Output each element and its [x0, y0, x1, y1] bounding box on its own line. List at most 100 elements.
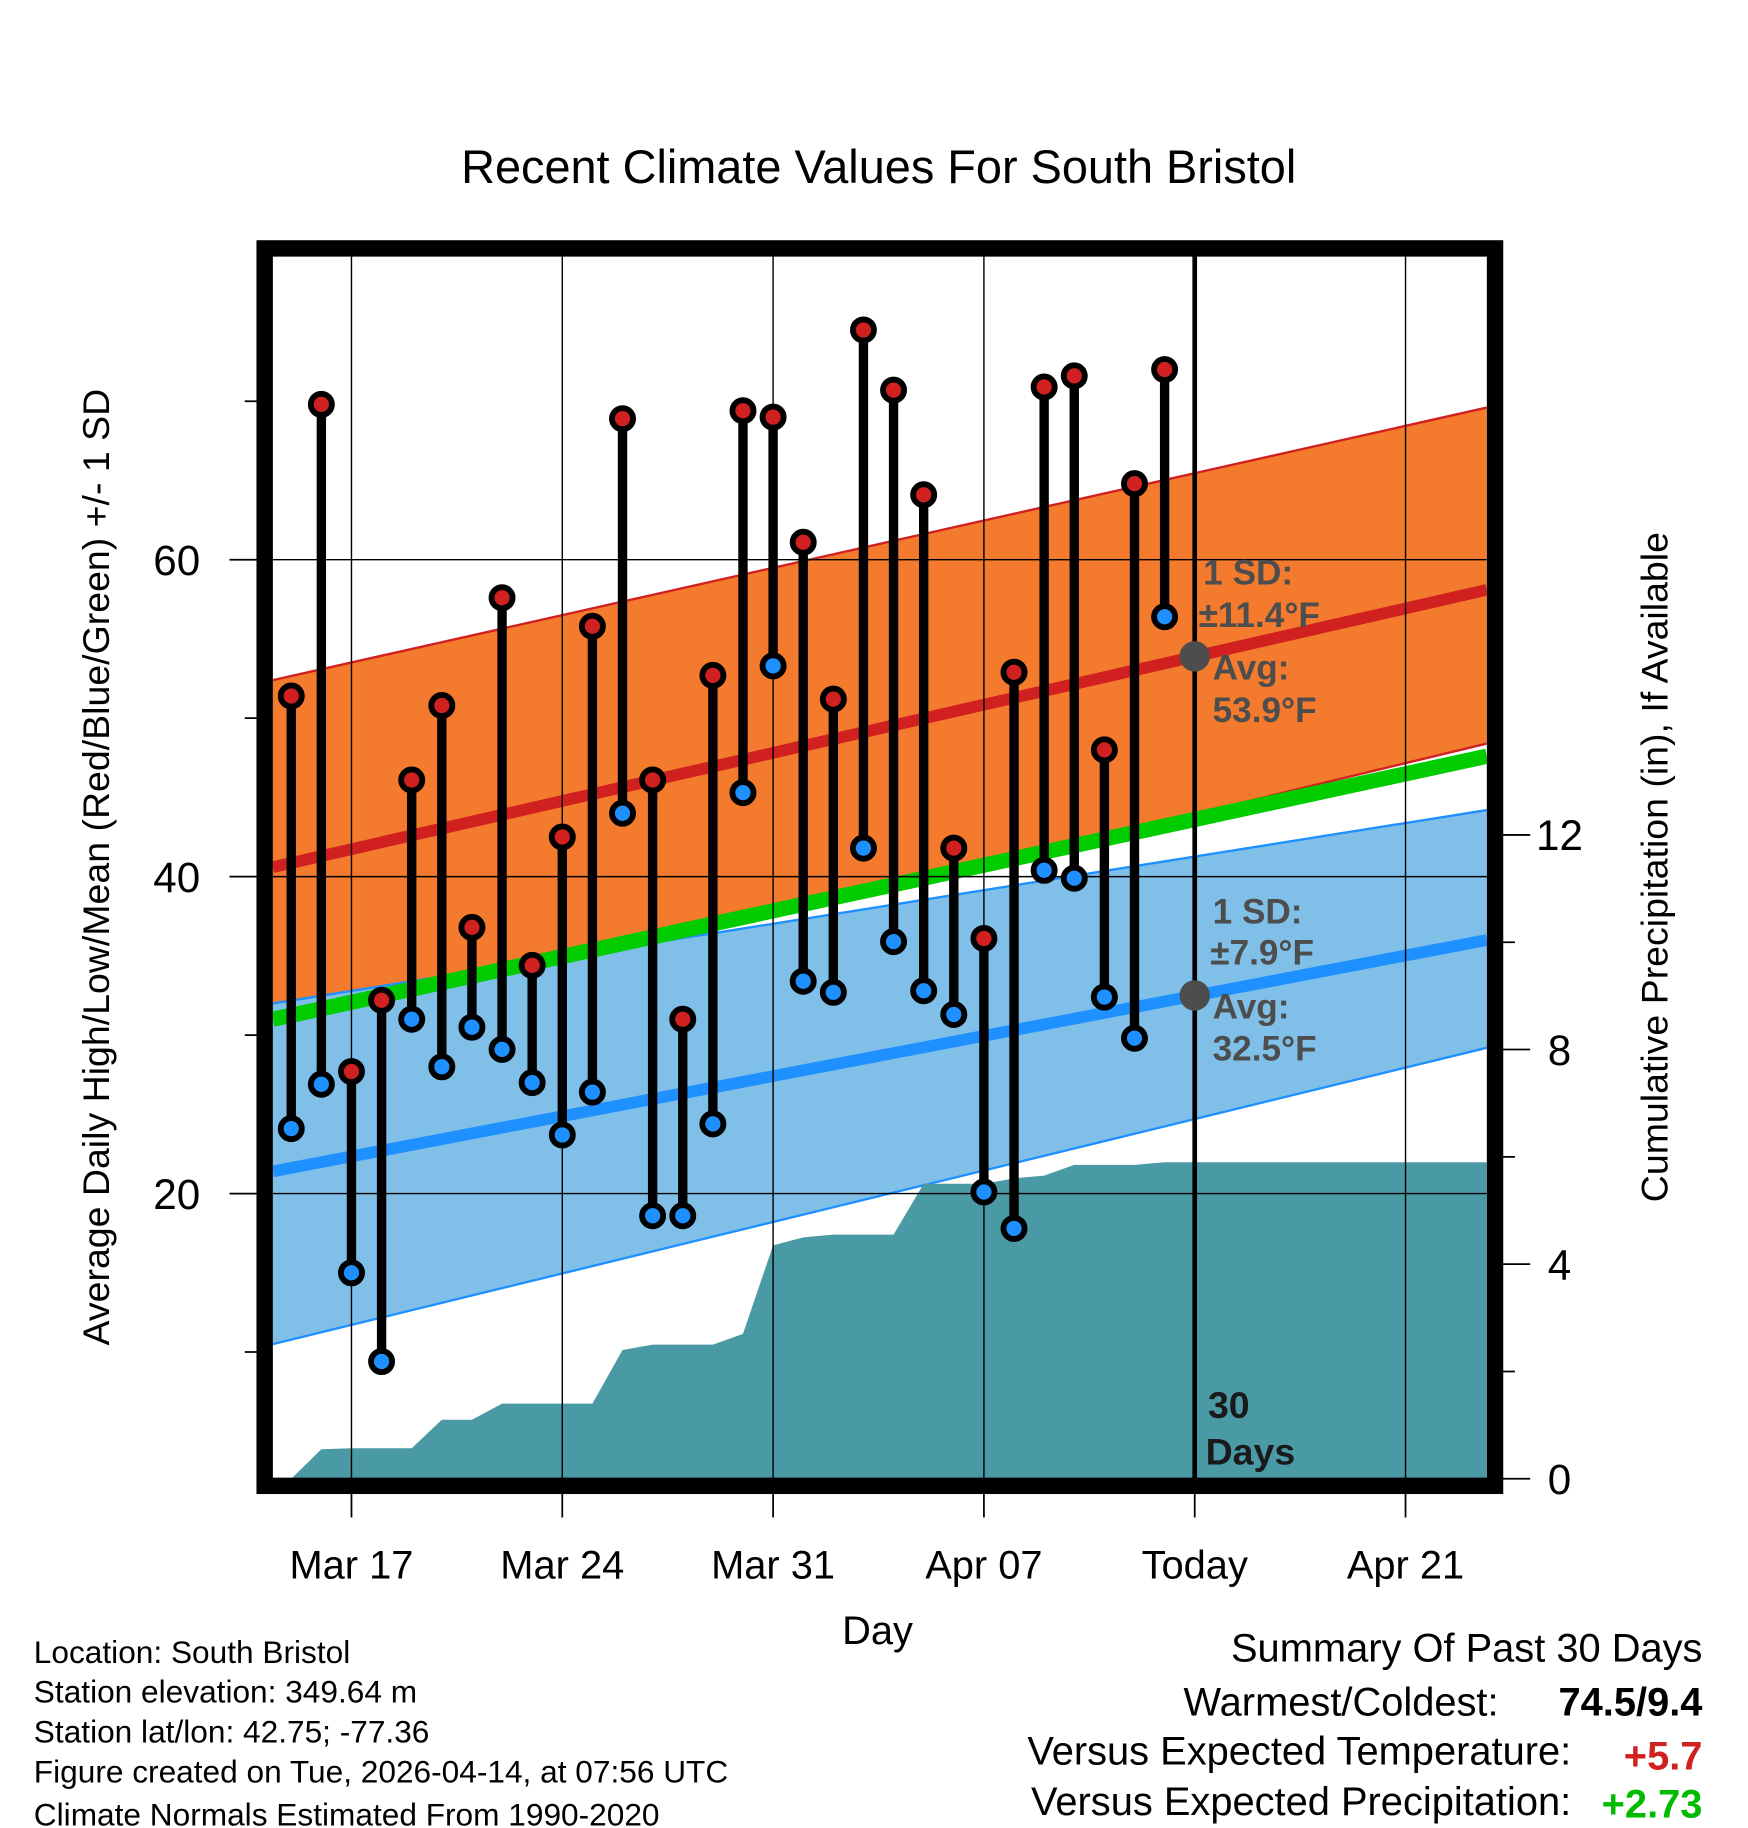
- high-point: [669, 1005, 697, 1033]
- high-point: [940, 834, 968, 862]
- high-point: [970, 924, 998, 952]
- low-point: [699, 1110, 727, 1138]
- low-point: [970, 1178, 998, 1206]
- high-normal-band: [272, 407, 1487, 1037]
- high-upper-sd-line: [272, 406, 1487, 682]
- low-point: [639, 1202, 667, 1230]
- low-point: [368, 1348, 396, 1376]
- low-point: [849, 834, 877, 862]
- high-point: [548, 823, 576, 851]
- warm-cold-value: 74.5/9.4: [1559, 1681, 1703, 1725]
- today-high-avg-marker: [1179, 641, 1210, 672]
- period-label-number: 30: [1208, 1384, 1250, 1426]
- y-axis-label: Average Daily High/Low/Mean (Red/Blue/Gr…: [75, 389, 117, 1346]
- x-axis-label: Day: [842, 1609, 913, 1653]
- low-point: [428, 1053, 456, 1081]
- plot-area: [272, 255, 1487, 1479]
- high-point: [639, 766, 667, 794]
- low-point: [578, 1078, 606, 1106]
- low-point: [940, 1001, 968, 1028]
- chart-title: Recent Climate Values For South Bristol: [461, 141, 1296, 193]
- high-point: [819, 685, 847, 713]
- low-point: [729, 779, 757, 807]
- temp-anomaly-value: +5.7: [1624, 1734, 1703, 1778]
- high-point: [458, 913, 486, 941]
- high-point: [1121, 470, 1148, 498]
- high-point: [578, 612, 606, 640]
- low-point: [910, 977, 938, 1005]
- axes: Mar 17 Mar 24 Mar 31 Apr 07 Today Apr 2120406…: [153, 400, 1583, 1587]
- high-point: [699, 661, 727, 689]
- low-point: [669, 1202, 697, 1230]
- high-point: [729, 397, 757, 425]
- high-point: [1090, 736, 1118, 764]
- high-point: [789, 528, 817, 556]
- high-point: [1060, 362, 1088, 390]
- low-point: [337, 1259, 365, 1287]
- low-point: [759, 652, 787, 680]
- footer-created: Figure created on Tue, 2026-04-14, at 07…: [34, 1753, 728, 1789]
- low-point: [880, 928, 908, 956]
- warm-cold-label: Warmest/Coldest:: [1184, 1681, 1499, 1725]
- x-tick-label: Apr 21: [1347, 1543, 1464, 1587]
- footer-latlon: Station lat/lon: 42.75; -77.36: [34, 1713, 430, 1749]
- high-point: [428, 692, 456, 719]
- high-point: [1151, 356, 1179, 384]
- x-tick-label: Mar 17: [289, 1543, 413, 1587]
- y2-axis-label: Cumulative Precipitation (in), If Availa…: [1633, 532, 1675, 1202]
- plot-frame: [256, 240, 1504, 1495]
- low-point: [1151, 603, 1179, 631]
- summary-panel: Summary Of Past 30 Days Warmest/Coldest:…: [1027, 1627, 1702, 1827]
- low-point: [548, 1121, 576, 1149]
- high-point: [849, 316, 877, 344]
- footer-location: Location: South Bristol: [34, 1634, 350, 1670]
- low-normal-band: [272, 810, 1487, 1345]
- high-mean-line: [272, 584, 1487, 873]
- high-point: [910, 481, 938, 509]
- low-point: [819, 978, 847, 1006]
- low-point: [458, 1013, 486, 1041]
- high-point: [518, 951, 546, 979]
- high-point: [398, 766, 426, 794]
- low-point: [1000, 1214, 1028, 1242]
- y2-tick-label: 0: [1548, 1456, 1571, 1503]
- high-point: [1000, 658, 1028, 686]
- low-point: [277, 1115, 305, 1143]
- precip-area: [291, 1162, 1487, 1479]
- high-point: [368, 986, 396, 1014]
- low-avg-label: Avg:: [1213, 987, 1290, 1026]
- y-tick-label: 20: [153, 1171, 200, 1218]
- y-tick-label: 40: [153, 854, 200, 901]
- precip-anomaly-value: +2.73: [1602, 1782, 1703, 1826]
- high-point: [488, 584, 516, 612]
- low-sd-value: ±7.9°F: [1210, 933, 1314, 972]
- x-tick-label: Today: [1142, 1543, 1248, 1587]
- today-low-avg-marker: [1179, 980, 1210, 1011]
- y2-tick-label: 8: [1548, 1027, 1571, 1074]
- high-avg-value: 53.9°F: [1213, 691, 1317, 730]
- low-mean-line: [272, 934, 1487, 1178]
- high-sd-value: ±11.4°F: [1199, 596, 1320, 635]
- x-tick-label: Mar 24: [500, 1543, 624, 1587]
- high-sd-label: 1 SD:: [1203, 554, 1293, 593]
- high-point: [307, 390, 335, 418]
- period-label-unit: Days: [1206, 1431, 1296, 1473]
- temp-anomaly-label: Versus Expected Temperature:: [1027, 1730, 1571, 1774]
- y2-tick-label: 4: [1548, 1241, 1571, 1288]
- low-point: [307, 1070, 335, 1098]
- x-tick-label: Apr 07: [925, 1543, 1042, 1587]
- footer-normals: Climate Normals Estimated From 1990-2020: [34, 1797, 660, 1828]
- high-avg-label: Avg:: [1213, 649, 1290, 688]
- y-tick-label: 60: [153, 537, 200, 584]
- high-point: [880, 376, 908, 404]
- precip-anomaly-label: Versus Expected Precipitation:: [1031, 1780, 1571, 1824]
- footer-elevation: Station elevation: 349.64 m: [34, 1674, 417, 1710]
- high-point: [759, 403, 787, 431]
- y2-tick-label: 12: [1536, 812, 1583, 859]
- low-point: [1060, 864, 1088, 892]
- low-point: [1030, 856, 1058, 884]
- low-point: [1090, 983, 1118, 1011]
- high-point: [277, 682, 305, 710]
